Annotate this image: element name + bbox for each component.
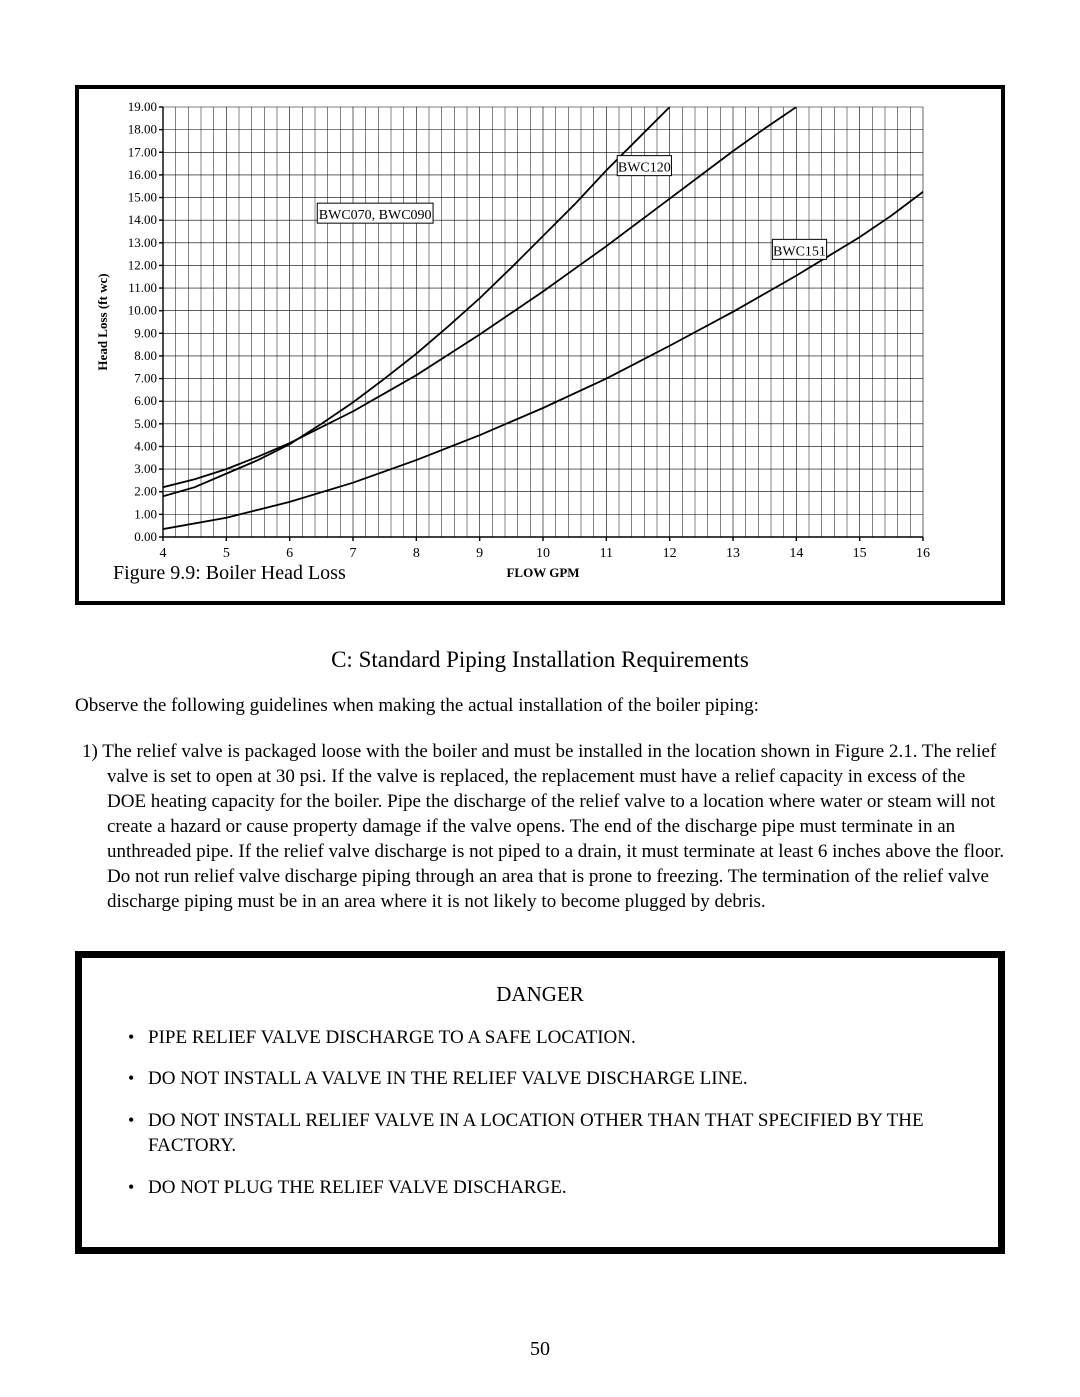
svg-text:5.00: 5.00	[134, 416, 157, 431]
svg-text:15.00: 15.00	[128, 190, 157, 205]
svg-text:10: 10	[536, 546, 550, 561]
svg-text:8: 8	[413, 546, 420, 561]
svg-text:7.00: 7.00	[134, 371, 157, 386]
svg-text:FLOW GPM: FLOW GPM	[506, 565, 579, 580]
section-intro: Observe the following guidelines when ma…	[75, 695, 1005, 717]
svg-text:11: 11	[600, 546, 613, 561]
svg-text:10.00: 10.00	[128, 303, 157, 318]
svg-text:8.00: 8.00	[134, 348, 157, 363]
svg-text:19.00: 19.00	[128, 99, 157, 114]
danger-list: PIPE RELIEF VALVE DISCHARGE TO A SAFE LO…	[112, 1025, 968, 1201]
svg-text:9.00: 9.00	[134, 325, 157, 340]
svg-text:4.00: 4.00	[134, 438, 157, 453]
svg-text:14: 14	[789, 546, 803, 561]
svg-text:5: 5	[223, 546, 230, 561]
svg-text:18.00: 18.00	[128, 122, 157, 137]
svg-text:12.00: 12.00	[128, 257, 157, 272]
danger-item: DO NOT INSTALL A VALVE IN THE RELIEF VAL…	[148, 1066, 968, 1092]
svg-text:Head Loss (ft wc): Head Loss (ft wc)	[95, 273, 110, 370]
svg-text:BWC151: BWC151	[773, 244, 826, 259]
svg-text:2.00: 2.00	[134, 484, 157, 499]
svg-text:BWC070, BWC090: BWC070, BWC090	[319, 208, 432, 223]
danger-item: DO NOT INSTALL RELIEF VALVE IN A LOCATIO…	[148, 1108, 968, 1159]
svg-text:1.00: 1.00	[134, 506, 157, 521]
svg-text:14.00: 14.00	[128, 212, 157, 227]
svg-text:0.00: 0.00	[134, 529, 157, 544]
svg-text:6: 6	[286, 546, 293, 561]
svg-text:16: 16	[916, 546, 930, 561]
danger-title: DANGER	[112, 982, 968, 1007]
svg-text:16.00: 16.00	[128, 167, 157, 182]
svg-text:15: 15	[853, 546, 867, 561]
svg-text:13: 13	[726, 546, 740, 561]
chart-inner: 0.00 1.00 2.00 3.00 4.00 5.00 6.00 7.00 8.00 9.00…	[93, 99, 987, 591]
chart-frame: 0.00 1.00 2.00 3.00 4.00 5.00 6.00 7.00 8.00 9.00…	[75, 85, 1005, 605]
page: 0.00 1.00 2.00 3.00 4.00 5.00 6.00 7.00 8.00 9.00…	[0, 0, 1080, 1397]
svg-text:13.00: 13.00	[128, 235, 157, 250]
svg-text:9: 9	[476, 546, 483, 561]
head-loss-chart: 0.00 1.00 2.00 3.00 4.00 5.00 6.00 7.00 8.00 9.00…	[93, 99, 941, 589]
danger-item: PIPE RELIEF VALVE DISCHARGE TO A SAFE LO…	[148, 1025, 968, 1051]
danger-box: DANGER PIPE RELIEF VALVE DISCHARGE TO A …	[75, 951, 1005, 1254]
guideline-item-1: 1) The relief valve is packaged loose wi…	[75, 739, 1005, 915]
svg-text:Figure 9.9: Boiler Head Loss: Figure 9.9: Boiler Head Loss	[113, 562, 346, 584]
svg-text:11.00: 11.00	[128, 280, 157, 295]
svg-text:17.00: 17.00	[128, 144, 157, 159]
svg-text:6.00: 6.00	[134, 393, 157, 408]
danger-item: DO NOT PLUG THE RELIEF VALVE DISCHARGE.	[148, 1175, 968, 1201]
section-title: C: Standard Piping Installation Requirem…	[75, 647, 1005, 673]
page-number: 50	[0, 1338, 1080, 1361]
svg-text:3.00: 3.00	[134, 461, 157, 476]
svg-text:7: 7	[350, 546, 357, 561]
svg-text:4: 4	[160, 546, 167, 561]
svg-text:12: 12	[663, 546, 677, 561]
svg-text:BWC120: BWC120	[618, 161, 671, 176]
